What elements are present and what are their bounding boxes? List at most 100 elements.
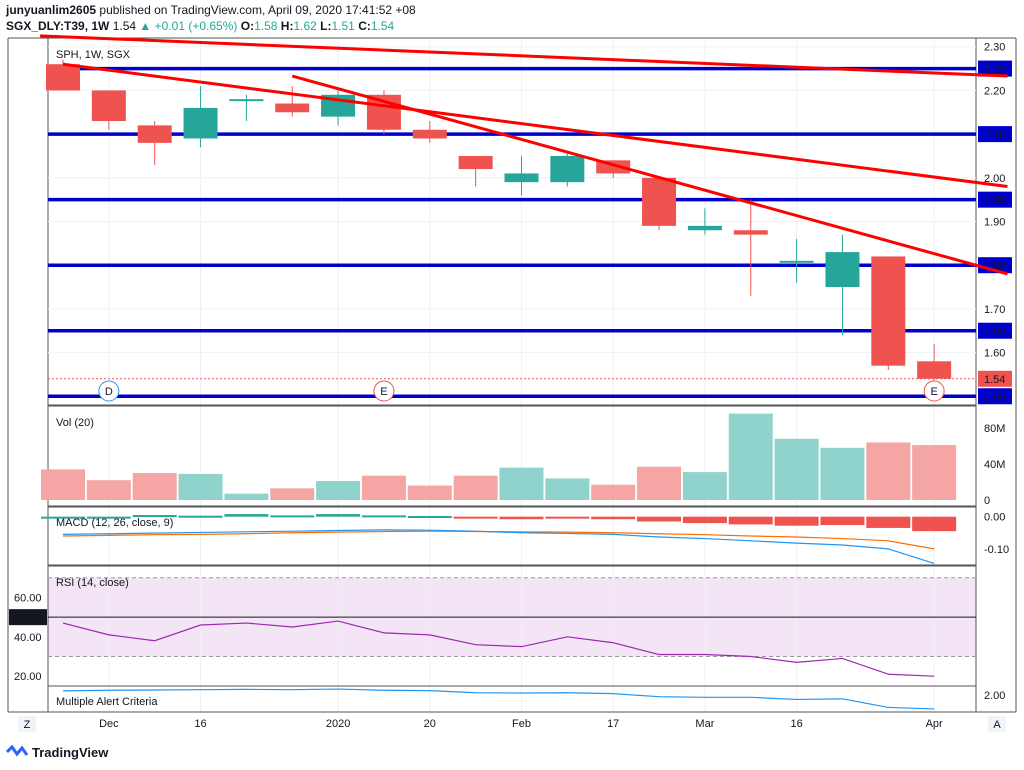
- macd-histogram-bar: [728, 516, 773, 525]
- macd-tick: 0.00: [984, 512, 1005, 524]
- volume-bar: [774, 438, 819, 500]
- low-label: L:: [320, 19, 332, 33]
- time-tick: Dec: [99, 718, 119, 730]
- event-marker: [923, 380, 945, 402]
- chart-canvas[interactable]: 2.302.202.102.001.901.801.701.602.252.10…: [0, 0, 1024, 740]
- rsi-mid-label-bg: [9, 609, 47, 626]
- zoom-button-bg[interactable]: [18, 716, 36, 732]
- zoom-button[interactable]: Z: [24, 719, 31, 731]
- level-label: 1.50: [984, 391, 1005, 403]
- volume-tick: 40M: [984, 459, 1005, 471]
- volume-bar: [728, 413, 773, 500]
- price-tick: 2.00: [984, 173, 1005, 185]
- last-price-label-bg: [978, 370, 1012, 387]
- candle-body: [642, 177, 677, 226]
- macd-histogram-bar: [453, 516, 498, 519]
- macd-histogram-bar: [361, 515, 406, 518]
- macd-histogram-bar: [637, 516, 682, 522]
- candle-body: [504, 173, 539, 183]
- auto-scale-button-bg[interactable]: [988, 716, 1006, 732]
- open-label: O:: [240, 19, 255, 33]
- volume-bar: [224, 493, 269, 500]
- time-tick: 17: [607, 718, 619, 730]
- tradingview-brand: TradingView: [6, 744, 108, 760]
- author-name: junyuanlim2605: [6, 3, 97, 17]
- macd-histogram-bar: [591, 516, 636, 520]
- rsi-tick: 20.00: [14, 671, 42, 683]
- volume-bar: [453, 475, 498, 500]
- trendline: [40, 34, 1008, 78]
- candle-body: [412, 129, 447, 139]
- volume-tick: 0: [984, 495, 990, 507]
- macd-histogram-bar: [682, 516, 727, 524]
- rsi-tick: 40.00: [14, 632, 42, 644]
- macd-histogram-bar: [820, 516, 865, 526]
- candle-body: [183, 107, 218, 139]
- candle-body: [825, 252, 860, 288]
- volume-pane-title: Vol (20): [56, 417, 94, 429]
- volume-bar: [41, 469, 85, 500]
- high-value: 1.62: [293, 19, 317, 33]
- auto-scale-button[interactable]: A: [993, 719, 1001, 731]
- volume-bar: [866, 442, 911, 500]
- volume-bar: [316, 481, 361, 500]
- candle-body: [550, 155, 585, 183]
- level-label: 1.95: [984, 195, 1005, 207]
- published-text: published on TradingView.com, April 09, …: [99, 3, 416, 17]
- high-label: H:: [280, 19, 294, 33]
- candle-body: [871, 256, 906, 366]
- macd-histogram-bar: [499, 516, 544, 520]
- price-tick: 1.60: [984, 348, 1005, 360]
- price-change: +0.01 (+0.65%): [154, 19, 238, 33]
- publish-info: junyuanlim2605 published on TradingView.…: [6, 3, 416, 18]
- volume-bar: [591, 484, 636, 500]
- open-value: 1.58: [254, 19, 278, 33]
- event-marker: [373, 380, 395, 402]
- time-tick: 2020: [326, 718, 350, 730]
- symbol-label: SGX_DLY:T39, 1W: [6, 19, 110, 33]
- price-tick: 1.70: [984, 304, 1005, 316]
- event-marker-label: E: [380, 386, 387, 398]
- close-value: 1.54: [370, 19, 395, 33]
- volume-bar: [361, 475, 406, 500]
- rsi-tick: 60.00: [14, 592, 42, 604]
- alert-line: [62, 688, 935, 710]
- time-tick: 16: [194, 718, 206, 730]
- tradingview-logo-icon: [6, 744, 28, 757]
- event-marker: [98, 380, 120, 402]
- macd-histogram-bar: [866, 516, 911, 528]
- macd-histogram-bar: [178, 515, 223, 518]
- level-label: 2.25: [984, 64, 1005, 76]
- macd-histogram-bar: [912, 516, 957, 532]
- volume-bar: [499, 467, 544, 500]
- level-label: 2.10: [984, 129, 1005, 141]
- macd-histogram-bar: [86, 516, 131, 519]
- volume-tick: 80M: [984, 423, 1005, 435]
- macd-histogram-bar: [270, 515, 315, 518]
- candle-body: [733, 230, 768, 235]
- candle-body: [275, 103, 310, 113]
- volume-bar: [912, 445, 957, 500]
- macd-histogram-bar: [132, 515, 177, 518]
- candle-body: [687, 225, 722, 231]
- macd-histogram-bar: [774, 516, 819, 526]
- time-tick: Apr: [926, 718, 943, 730]
- level-label: 1.65: [984, 326, 1005, 338]
- level-label-bg: [978, 126, 1012, 143]
- up-triangle-icon: ▲: [139, 19, 152, 33]
- candle-body: [458, 155, 493, 170]
- macd-histogram-bar: [545, 516, 590, 519]
- last-price: 1.54: [112, 19, 137, 33]
- close-label: C:: [358, 19, 371, 33]
- macd-pane-title: MACD (12, 26, close, 9): [56, 517, 173, 529]
- candle-body: [229, 99, 264, 102]
- macd-histogram-bar: [316, 514, 361, 517]
- price-tick: 2.30: [984, 42, 1005, 54]
- trendline: [62, 62, 1008, 189]
- volume-bar: [132, 473, 177, 500]
- candle-body: [46, 64, 80, 91]
- level-label-bg: [978, 60, 1012, 77]
- volume-bar: [637, 466, 682, 500]
- volume-pane-frame: [47, 405, 977, 507]
- event-marker-label: D: [105, 386, 113, 398]
